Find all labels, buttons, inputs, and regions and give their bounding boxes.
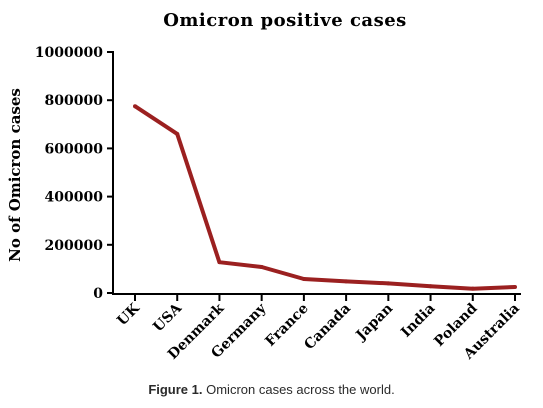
y-tick-label: 200000 [45,238,104,254]
y-tick-label: 1000000 [35,45,103,61]
figure-caption-label: Figure 1. [148,382,203,397]
data-point [470,286,475,291]
data-point [344,279,349,284]
data-point [133,104,137,109]
data-point [513,284,517,289]
figure-caption: Figure 1. Omicron cases across the world… [0,382,543,397]
x-tick-label: Japan [352,301,396,345]
x-tick-label: Canada [301,301,354,354]
series-line [133,104,516,291]
figure-caption-text: Omicron cases across the world. [202,382,395,397]
data-point [301,277,306,282]
data-point [217,260,222,265]
data-point [428,284,433,289]
y-axis-ticks: 0 200000 400000 600000 800000 1000000 [35,45,113,302]
data-series [133,104,517,291]
y-axis-label: No of Omicron cases [6,88,24,262]
data-point [259,264,264,269]
y-tick-label: 800000 [45,93,104,109]
y-tick-label: 600000 [45,141,104,157]
x-tick-label: India [398,301,438,341]
chart-title: Omicron positive cases [163,10,407,31]
x-tick-label: UK [114,300,143,329]
y-tick-label: 400000 [45,190,104,206]
data-point [386,281,391,286]
y-tick-label: 0 [93,286,103,302]
data-point [175,131,180,136]
x-tick-label: USA [150,300,186,336]
